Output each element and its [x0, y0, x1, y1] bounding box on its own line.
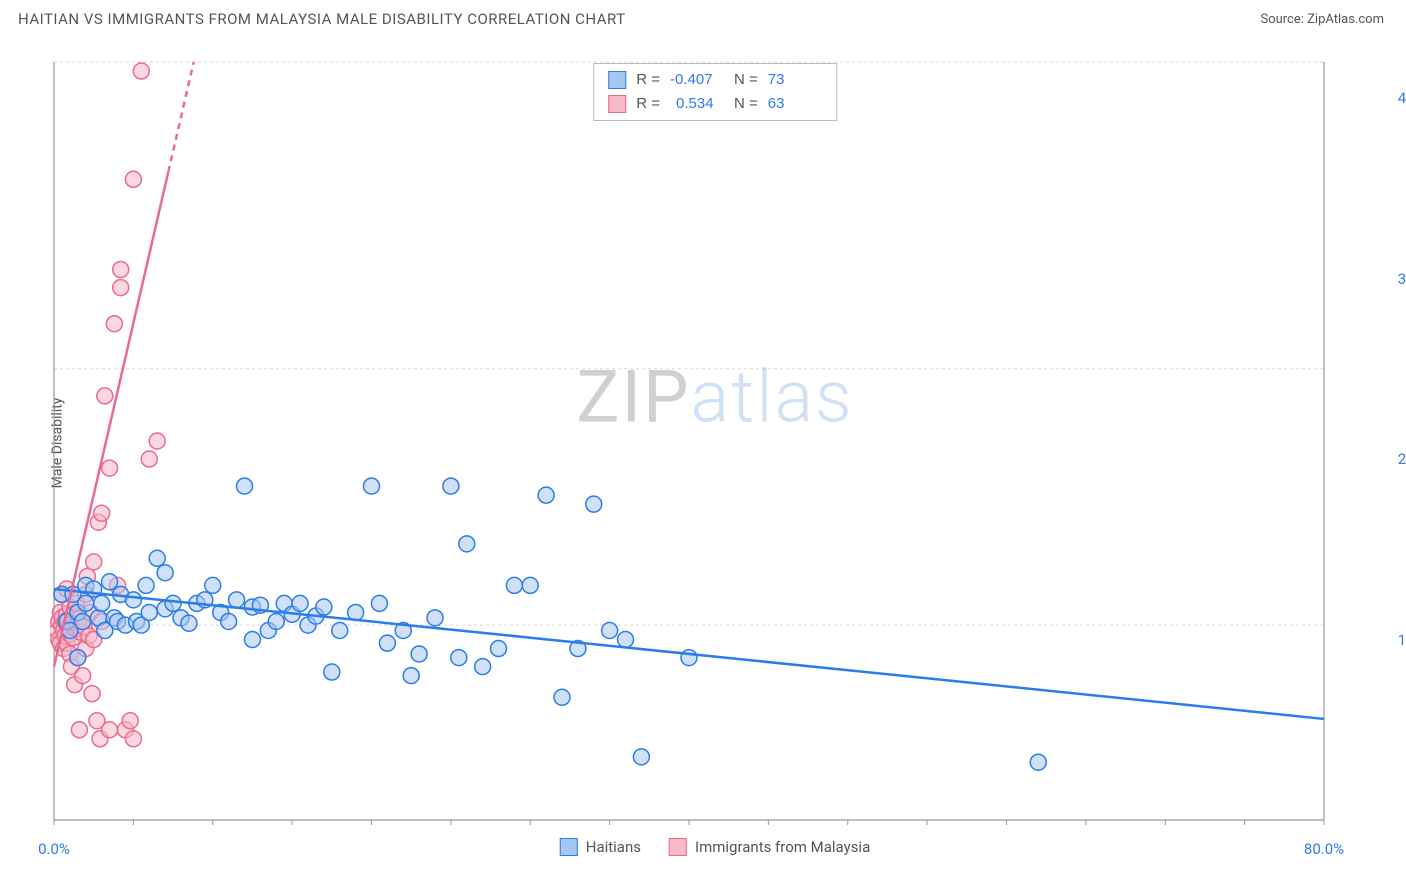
- y-tick-label: 20.0%: [1398, 450, 1406, 468]
- legend-label-malaysia: Immigrants from Malaysia: [695, 838, 870, 856]
- y-tick-label: 40.0%: [1398, 89, 1406, 107]
- n-value-malaysia: 63: [768, 92, 822, 116]
- chart-area: Male Disability ZIPatlas R = -0.407 N = …: [50, 58, 1380, 828]
- r-label: R =: [636, 92, 660, 116]
- swatch-malaysia: [608, 95, 626, 113]
- legend-item-haitians: Haitians: [560, 838, 641, 856]
- stats-legend: R = -0.407 N = 73 R = 0.534 N = 63: [593, 63, 837, 121]
- swatch-haitians: [560, 838, 578, 856]
- legend-item-malaysia: Immigrants from Malaysia: [669, 838, 870, 856]
- chart-title: HAITIAN VS IMMIGRANTS FROM MALAYSIA MALE…: [18, 10, 626, 28]
- source-label: Source: ZipAtlas.com: [1260, 12, 1384, 27]
- swatch-haitians: [608, 71, 626, 89]
- r-value-malaysia: 0.534: [670, 92, 724, 116]
- series-legend: Haitians Immigrants from Malaysia: [560, 838, 871, 856]
- stats-row-haitians: R = -0.407 N = 73: [608, 68, 822, 92]
- y-tick-label: 30.0%: [1398, 270, 1406, 288]
- scatter-plot: [50, 58, 1380, 828]
- n-value-haitians: 73: [768, 68, 822, 92]
- x-tick-label: 80.0%: [1304, 840, 1344, 858]
- x-tick-label: 0.0%: [38, 840, 70, 858]
- y-tick-label: 10.0%: [1398, 631, 1406, 649]
- r-value-haitians: -0.407: [670, 68, 724, 92]
- n-label: N =: [734, 68, 758, 92]
- swatch-malaysia: [669, 838, 687, 856]
- legend-label-haitians: Haitians: [586, 838, 641, 856]
- r-label: R =: [636, 68, 660, 92]
- n-label: N =: [734, 92, 758, 116]
- stats-row-malaysia: R = 0.534 N = 63: [608, 92, 822, 116]
